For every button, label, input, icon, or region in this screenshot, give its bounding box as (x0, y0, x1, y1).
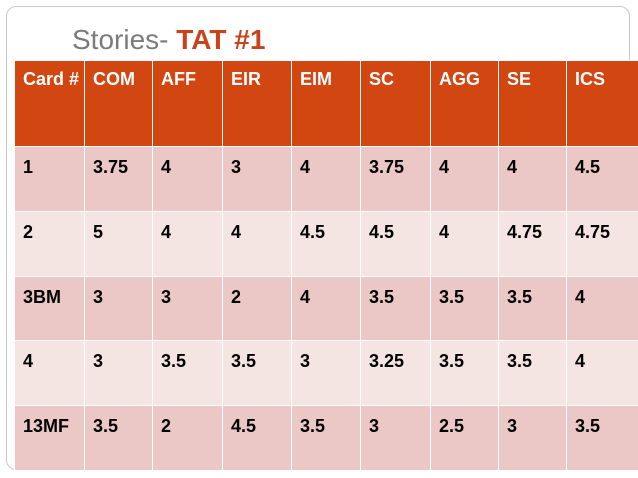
table-cell: 4 (498, 146, 567, 212)
table-cell: 2 (152, 405, 223, 471)
table-cell: 5 (84, 210, 153, 277)
header-cell: EIM (291, 60, 361, 147)
table-cell: 3.5 (360, 275, 431, 342)
header-cell: Card # (14, 60, 85, 147)
table-cell: 4 (222, 210, 292, 277)
table-cell: 2 (222, 275, 292, 342)
table-cell: 3.5 (84, 405, 153, 471)
table-cell: 4 (430, 146, 499, 212)
table-cell: 2 (14, 210, 85, 277)
table-cell: 3.75 (360, 146, 431, 212)
header-cell: SE (498, 60, 567, 147)
table-cell: 3.5 (430, 340, 499, 407)
table-cell: 3.5 (498, 340, 567, 407)
table-cell: 13MF (14, 405, 85, 471)
table-cell: 3.75 (84, 146, 153, 212)
table-cell: 4.5 (291, 210, 361, 277)
table-cell: 4 (152, 210, 223, 277)
table-cell: 3BM (14, 275, 85, 342)
table-cell: 4 (291, 275, 361, 342)
table-cell: 3.5 (291, 405, 361, 471)
header-cell: AGG (430, 60, 499, 147)
table-row: 13MF 3.5 2 4.5 3.5 3 2.5 3 3.5 (14, 405, 638, 471)
title-prefix: Stories- (72, 24, 177, 55)
table-cell: 3.5 (566, 405, 638, 471)
table-cell: 3.5 (498, 275, 567, 342)
table-row: 2 5 4 4 4.5 4.5 4 4.75 4.75 (14, 210, 638, 277)
table-cell: 3 (152, 275, 223, 342)
table-row: 1 3.75 4 3 4 3.75 4 4 4.5 (14, 146, 638, 212)
table-cell: 3 (84, 275, 153, 342)
tat-scores-table: Card # COM AFF EIR EIM SC AGG SE ICS 1 3… (14, 60, 638, 471)
header-cell: ICS (566, 60, 638, 147)
table-cell: 3 (222, 146, 292, 212)
table-cell: 3.5 (430, 275, 499, 342)
table-cell: 4.5 (360, 210, 431, 277)
header-cell: COM (84, 60, 153, 147)
slide-title: Stories- TAT #1 (72, 20, 265, 60)
header-cell: EIR (222, 60, 292, 147)
table-cell: 2.5 (430, 405, 499, 471)
table-cell: 4.5 (566, 146, 638, 212)
table-cell: 3.25 (360, 340, 431, 407)
title-bold: TAT #1 (176, 24, 266, 55)
table-row: 3BM 3 3 2 4 3.5 3.5 3.5 4 (14, 275, 638, 342)
table-cell: 4.5 (222, 405, 292, 471)
table-cell: 3 (498, 405, 567, 471)
table-cell: 4 (14, 340, 85, 407)
table-cell: 4 (566, 275, 638, 342)
table-cell: 4.75 (498, 210, 567, 277)
table-cell: 3 (84, 340, 153, 407)
table-row: 4 3 3.5 3.5 3 3.25 3.5 3.5 4 (14, 340, 638, 407)
table-cell: 3 (291, 340, 361, 407)
header-cell: AFF (152, 60, 223, 147)
table-cell: 4 (152, 146, 223, 212)
table-cell: 4.75 (566, 210, 638, 277)
table-cell: 4 (566, 340, 638, 407)
header-cell: SC (360, 60, 431, 147)
table-cell: 4 (291, 146, 361, 212)
table-cell: 3.5 (152, 340, 223, 407)
table-header-row: Card # COM AFF EIR EIM SC AGG SE ICS (14, 60, 638, 147)
table-cell: 4 (430, 210, 499, 277)
table-cell: 1 (14, 146, 85, 212)
table-cell: 3.5 (222, 340, 292, 407)
table-cell: 3 (360, 405, 431, 471)
